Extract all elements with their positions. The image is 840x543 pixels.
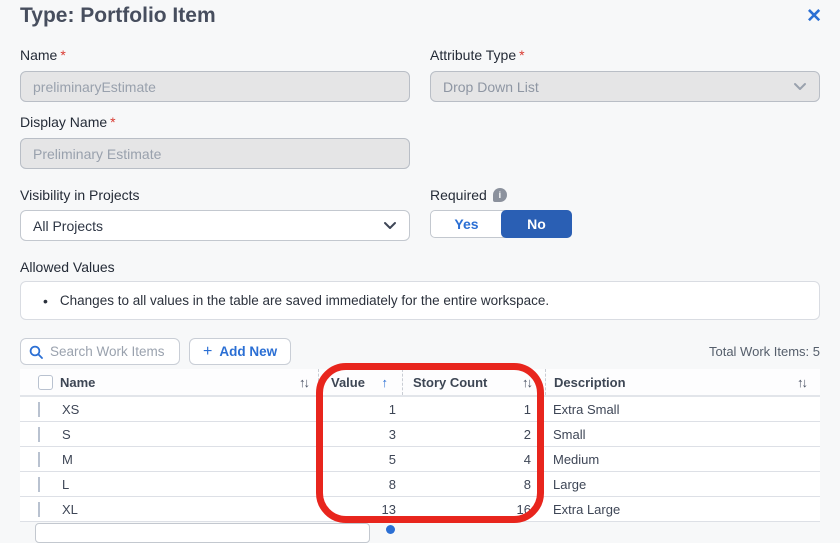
row-checkbox[interactable] (38, 501, 40, 517)
sort-ascending-icon[interactable]: ↑ (381, 374, 389, 390)
display-name-label: Display Name * (20, 114, 116, 130)
close-icon[interactable]: ✕ (806, 6, 822, 27)
dialog-type-portfolio-item: Type: Portfolio Item ✕ Name* Attribute T… (20, 4, 822, 543)
required-yes-button[interactable]: Yes (431, 211, 502, 237)
name-label: Name * (20, 47, 66, 63)
sort-icon[interactable]: ↑↓ (797, 374, 808, 390)
cell-description: Extra Large (553, 501, 621, 517)
cell-description: Medium (553, 451, 600, 467)
cell-name: S (62, 426, 71, 442)
cell-value: 8 (388, 476, 396, 492)
column-header-value[interactable]: Value ↑ (318, 369, 402, 395)
cell-story-count: 16 (516, 501, 531, 517)
display-name-field[interactable] (20, 138, 410, 169)
visibility-label: Visibility in Projects (20, 187, 140, 203)
plus-icon: + (203, 342, 213, 360)
required-toggle: Yes No (430, 210, 572, 238)
cell-value: 5 (388, 451, 396, 467)
required-asterisk: * (60, 47, 66, 63)
attribute-type-value: Drop Down List (443, 78, 539, 95)
cell-value: 13 (381, 501, 396, 517)
cell-name: XS (62, 401, 80, 417)
sort-icon[interactable]: ↑↓ (299, 374, 310, 390)
chevron-down-icon (383, 221, 397, 230)
required-label: Required i (430, 187, 507, 203)
table-header-row: Name ↑↓ Value ↑ Story Count ↑↓ Descripti… (20, 369, 820, 397)
required-asterisk: * (110, 114, 116, 130)
note-text: Changes to all values in the table are s… (59, 293, 550, 308)
table-row[interactable]: S 3 2 Small (20, 422, 820, 447)
cell-name: XL (62, 501, 78, 517)
table-row[interactable]: XL 13 16 Extra Large (20, 497, 820, 522)
row-checkbox[interactable] (38, 401, 40, 417)
info-icon[interactable]: i (492, 188, 507, 202)
cell-story-count: 2 (523, 426, 531, 442)
cell-description: Small (553, 426, 586, 442)
add-new-button[interactable]: + Add New (189, 338, 292, 365)
sort-icon[interactable]: ↑↓ (522, 374, 533, 390)
allowed-values-note: • Changes to all values in the table are… (20, 281, 820, 320)
bullet-icon: • (43, 292, 48, 309)
select-all-checkbox[interactable] (38, 374, 53, 390)
column-header-story-count[interactable]: Story Count ↑↓ (402, 369, 545, 395)
attribute-type-label: Attribute Type * (430, 47, 525, 63)
info-dot-icon (386, 525, 395, 534)
search-work-items-box (20, 338, 180, 365)
cell-description: Extra Small (553, 401, 620, 417)
required-no-button[interactable]: No (501, 210, 572, 238)
cell-story-count: 4 (523, 451, 531, 467)
dialog-title: Type: Portfolio Item (20, 4, 216, 27)
allowed-values-label: Allowed Values (20, 259, 115, 275)
cell-value: 1 (388, 401, 396, 417)
search-icon (29, 345, 43, 359)
chevron-down-icon (793, 82, 807, 91)
cell-value: 3 (388, 426, 396, 442)
row-checkbox[interactable] (38, 451, 40, 467)
search-input[interactable] (50, 344, 171, 359)
row-checkbox[interactable] (38, 426, 40, 442)
column-header-name[interactable]: Name ↑↓ (60, 374, 310, 390)
visibility-select[interactable]: All Projects (20, 210, 410, 241)
table-row[interactable]: M 5 4 Medium (20, 447, 820, 472)
cell-name: L (62, 476, 70, 492)
add-new-label: Add New (219, 344, 278, 359)
name-field[interactable] (20, 71, 410, 102)
cell-story-count: 1 (523, 401, 531, 417)
total-work-items: Total Work Items: 5 (708, 344, 820, 359)
required-asterisk: * (519, 47, 525, 63)
visibility-value: All Projects (33, 217, 104, 234)
allowed-values-table: Name ↑↓ Value ↑ Story Count ↑↓ Descripti… (20, 369, 820, 522)
cell-story-count: 8 (523, 476, 531, 492)
attribute-type-select[interactable]: Drop Down List (430, 71, 820, 102)
table-row[interactable]: XS 1 1 Extra Small (20, 397, 820, 422)
new-value-input[interactable] (35, 523, 370, 543)
cell-name: M (62, 451, 73, 467)
table-row[interactable]: L 8 8 Large (20, 472, 820, 497)
cell-description: Large (553, 476, 587, 492)
row-checkbox[interactable] (38, 476, 40, 492)
column-header-description[interactable]: Description ↑↓ (545, 369, 820, 395)
